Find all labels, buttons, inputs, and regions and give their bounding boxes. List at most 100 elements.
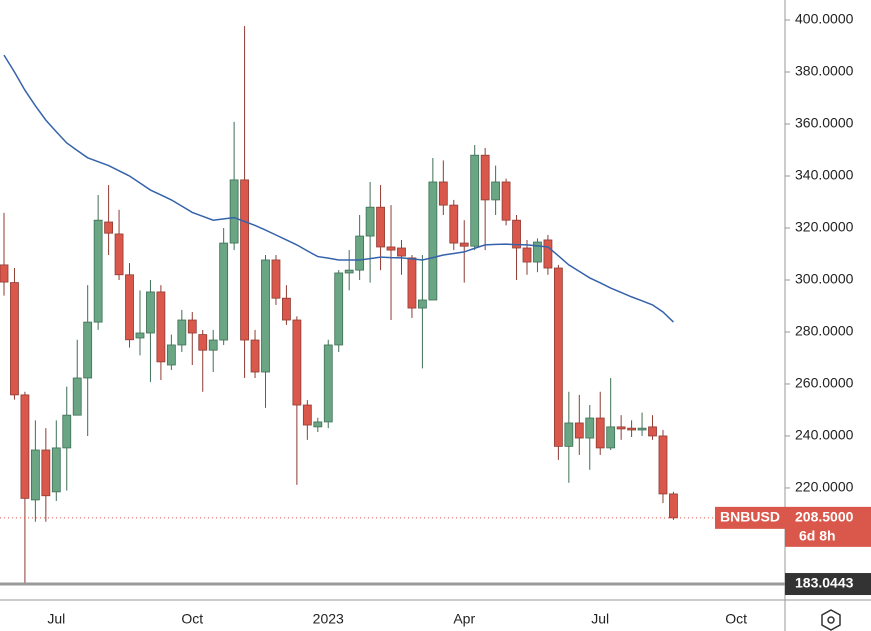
candle	[72, 339, 82, 416]
candle-body	[20, 394, 30, 499]
plot-area	[0, 25, 678, 585]
candle	[365, 181, 375, 283]
candle-body	[187, 319, 197, 334]
candle-body	[177, 319, 187, 346]
moving-average-line	[3, 54, 674, 323]
y-tick-label: 280.0000	[795, 323, 854, 339]
candle-body	[219, 242, 229, 341]
candle-body	[491, 181, 501, 201]
candle	[198, 329, 208, 392]
candle-body	[376, 206, 385, 248]
candle	[522, 239, 532, 275]
candle	[669, 491, 678, 520]
candle	[282, 285, 291, 325]
candle	[62, 386, 72, 491]
settings-icon-shape	[821, 609, 841, 631]
candle-body	[62, 414, 72, 449]
y-tick-label: 240.0000	[795, 427, 854, 443]
candle	[229, 121, 239, 251]
candle-body	[72, 377, 82, 416]
candle-body	[449, 204, 459, 244]
candle	[261, 255, 270, 408]
candle	[480, 147, 490, 251]
low-price-box	[785, 573, 871, 596]
candle	[501, 178, 511, 226]
candle-body	[585, 417, 595, 439]
candle	[302, 400, 312, 440]
candle-body	[386, 246, 396, 251]
candle	[177, 309, 187, 352]
x-tick-label: Jul	[47, 611, 65, 627]
candle-body	[595, 417, 605, 449]
candle-body	[271, 259, 281, 299]
candle-body	[83, 321, 93, 379]
y-tick-label: 260.0000	[795, 375, 854, 391]
candle-body	[417, 299, 427, 309]
candle	[438, 160, 448, 215]
candle-body	[41, 449, 51, 497]
candle	[208, 329, 218, 373]
candle	[125, 263, 134, 348]
candle-body	[334, 272, 344, 346]
candle	[616, 415, 626, 440]
candle-body	[208, 339, 218, 351]
candle	[637, 412, 647, 436]
y-tick-label: 300.0000	[795, 271, 854, 287]
candle-body	[407, 257, 417, 309]
candle	[114, 209, 124, 280]
candle-body	[533, 241, 542, 263]
candle	[10, 268, 19, 400]
settings-icon[interactable]	[821, 609, 841, 631]
candle-body	[658, 435, 668, 495]
candle-body	[0, 264, 9, 283]
candle-body	[501, 181, 511, 221]
candle-body	[114, 233, 124, 276]
last-price-box	[785, 506, 871, 547]
candle	[428, 158, 438, 301]
candle-body	[574, 422, 584, 439]
candle	[386, 205, 396, 321]
candle	[271, 255, 281, 305]
candle-body	[480, 154, 490, 201]
candle	[376, 185, 385, 271]
candle	[417, 255, 427, 369]
candle	[627, 420, 636, 438]
candle	[30, 420, 40, 522]
candle-body	[250, 339, 260, 373]
candle	[0, 212, 9, 296]
countdown-label: 6d 8h	[799, 528, 836, 544]
candle	[83, 285, 93, 436]
y-tick-label: 380.0000	[795, 63, 854, 79]
candle-body	[553, 267, 563, 447]
candle	[20, 391, 30, 585]
candle-body	[323, 344, 333, 423]
x-tick-label: Apr	[453, 611, 475, 627]
candle-body	[637, 427, 647, 431]
last-price-label: 208.5000	[795, 509, 854, 525]
x-tick-label: Oct	[725, 611, 747, 627]
candle-body	[459, 242, 469, 247]
candle-body	[606, 426, 616, 449]
candle-body	[344, 269, 354, 274]
candle-body	[146, 291, 155, 334]
candle-body	[282, 297, 291, 321]
candle	[219, 227, 229, 345]
settings-icon-center	[827, 616, 835, 624]
candle	[146, 279, 155, 382]
candle	[491, 165, 501, 215]
candle	[323, 339, 333, 429]
candle-body	[397, 247, 406, 257]
y-tick-label: 400.0000	[795, 11, 854, 27]
candle	[606, 377, 616, 450]
candle-body	[261, 259, 270, 373]
candle-body	[669, 493, 678, 519]
candle-body	[229, 179, 239, 244]
candle	[156, 285, 166, 381]
candle-body	[104, 221, 113, 234]
y-tick-label: 220.0000	[795, 479, 854, 495]
candle-body	[543, 239, 553, 269]
candle-body	[135, 332, 145, 339]
low-price-label: 183.0443	[795, 575, 854, 591]
candle-body	[365, 206, 375, 237]
